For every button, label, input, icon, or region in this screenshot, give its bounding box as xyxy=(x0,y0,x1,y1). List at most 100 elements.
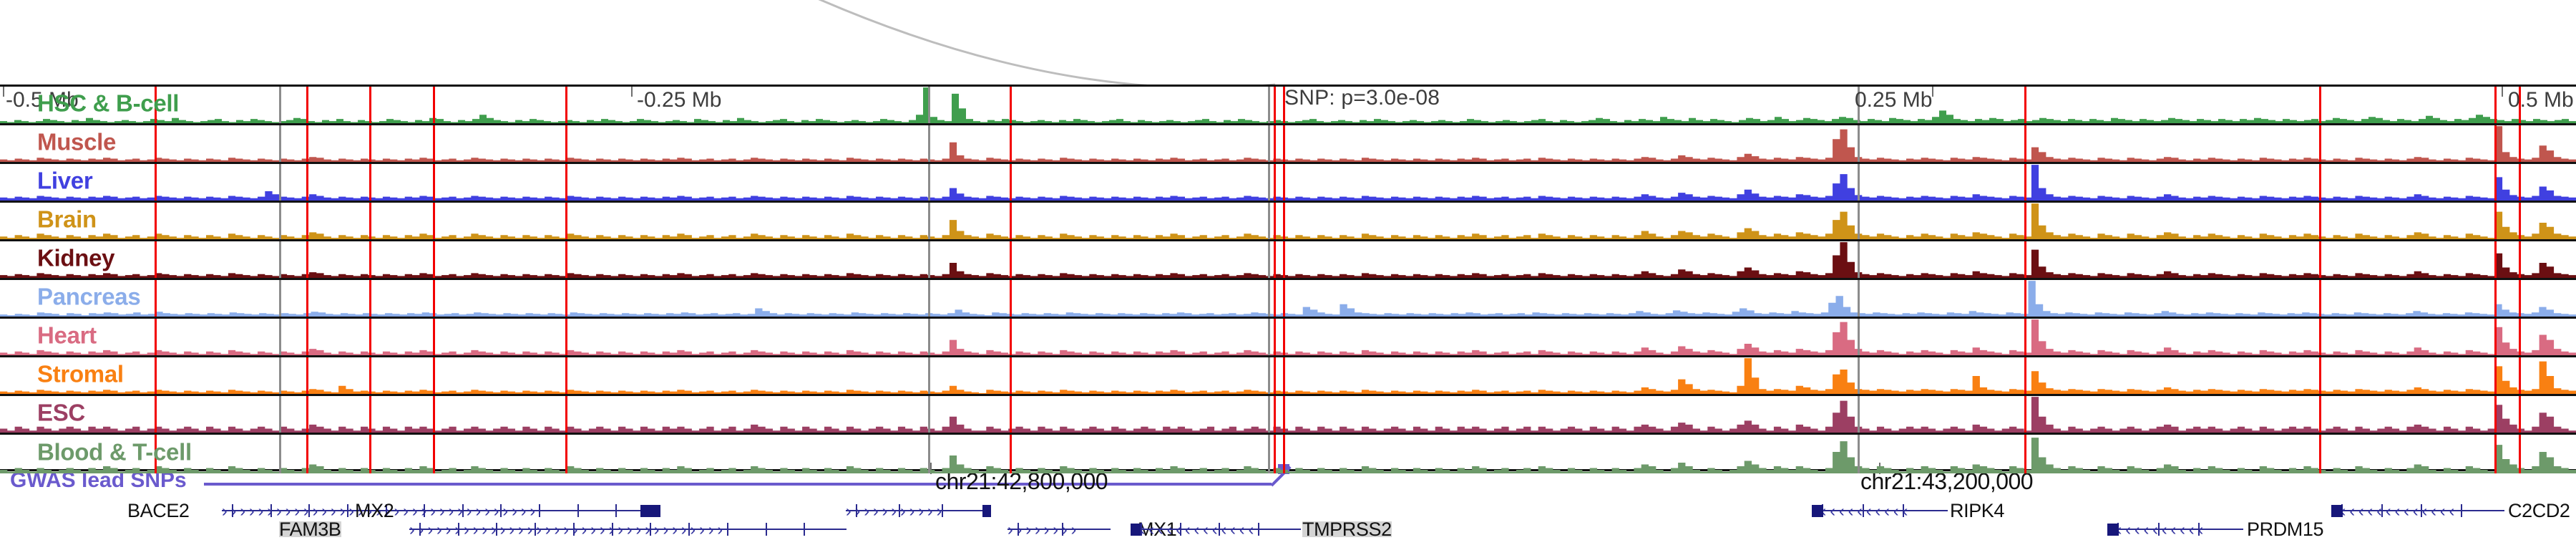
gwas-snp-highlight-line xyxy=(1010,203,1012,239)
gene-strand-arrows: ‹‹‹‹‹‹‹‹‹‹‹ xyxy=(2107,521,2207,537)
grey-highlight-line xyxy=(928,435,930,473)
gwas-snp-highlight-line xyxy=(306,396,308,433)
gene-terminal-exon xyxy=(2107,524,2119,536)
gene-exon-tick xyxy=(1062,523,1063,536)
gwas-snp-highlight-line xyxy=(369,280,371,317)
gwas-snp-highlight-line xyxy=(2024,319,2026,355)
grey-highlight-line xyxy=(928,125,930,162)
axis-label-2: 0.25 Mb xyxy=(1855,88,1933,112)
gene-label-bace2[interactable]: BACE2 xyxy=(127,500,190,521)
gene-body-line xyxy=(1131,529,1301,530)
signal-area-0 xyxy=(0,87,2576,123)
gwas-snp-highlight-line xyxy=(155,125,157,162)
signal-area-8 xyxy=(0,397,2576,433)
signal-track-kidney[interactable]: Kidney xyxy=(0,241,2576,280)
gwas-snp-highlight-line xyxy=(1274,125,1276,162)
gene-model-c2cd2[interactable]: ‹‹‹‹‹‹‹‹‹‹‹‹‹‹ C2CD2 xyxy=(0,500,2576,521)
gene-exon-tick xyxy=(1219,523,1220,536)
gene-strand-arrows: ››››››››››››››››››››››››››››››››››› xyxy=(409,521,727,537)
signal-track-esc[interactable]: ESC xyxy=(0,396,2576,435)
gwas-snp-highlight-line xyxy=(2319,164,2321,201)
gwas-snp-highlight-line xyxy=(2024,164,2026,201)
gwas-snp-highlight-line xyxy=(2494,319,2497,355)
signal-track-brain[interactable]: Brain xyxy=(0,203,2576,241)
gene-label-fam3b[interactable]: FAM3B xyxy=(279,519,341,540)
gwas-snp-highlight-line xyxy=(1283,87,1285,123)
track-label-5: Pancreas xyxy=(37,283,141,310)
gene-model-mx2[interactable]: ››››››››››› MX2 xyxy=(0,500,2576,521)
gene-model-prdm15[interactable]: ‹‹‹‹‹‹‹‹‹‹‹ PRDM15 xyxy=(0,519,2576,540)
gwas-snp-highlight-line xyxy=(1283,435,1285,473)
gene-label-prdm15[interactable]: PRDM15 xyxy=(2247,519,2324,540)
signal-area-path xyxy=(0,397,2576,433)
gwas-snp-highlight-line xyxy=(306,164,308,201)
track-label-0: HSC & B-cell xyxy=(37,90,180,117)
gwas-snp-highlight-line xyxy=(433,125,435,162)
signal-area-9 xyxy=(0,438,2576,473)
signal-track-heart[interactable]: Heart xyxy=(0,319,2576,357)
gene-exon-tick xyxy=(232,504,233,517)
gwas-snp-highlight-line xyxy=(306,241,308,278)
gene-exon-tick xyxy=(856,504,857,517)
gwas-snp-highlight-line xyxy=(369,87,371,123)
gwas-snp-highlight-line xyxy=(565,319,567,355)
gene-strand-arrows: ›››››››› xyxy=(1008,521,1080,537)
axis-tick-3 xyxy=(2502,87,2503,97)
signal-area-path xyxy=(0,165,2576,201)
gwas-snp-highlight-line xyxy=(565,396,567,433)
gene-label-mx2[interactable]: MX2 xyxy=(355,500,394,521)
signal-track-stromal[interactable]: Stromal xyxy=(0,357,2576,396)
gwas-snp-highlight-line xyxy=(2519,280,2521,317)
gene-terminal-exon xyxy=(2331,505,2343,517)
gwas-snp-highlight-line xyxy=(155,357,157,394)
grey-highlight-line xyxy=(279,164,281,201)
gwas-snp-highlight-line xyxy=(2024,357,2026,394)
signal-track-muscle[interactable]: Muscle xyxy=(0,125,2576,164)
gwas-snp-highlight-line xyxy=(2519,357,2521,394)
gene-body-line xyxy=(1008,529,1111,530)
gene-terminal-exon xyxy=(640,505,660,517)
gwas-snp-highlight-line xyxy=(2494,203,2497,239)
gene-model-tmprss2[interactable]: ‹‹‹‹‹‹‹‹‹‹‹‹‹‹ TMPRSS2 xyxy=(0,519,2576,540)
gwas-snp-highlight-line xyxy=(1274,319,1276,355)
track-label-4: Kidney xyxy=(37,244,115,271)
gene-label-c2cd2[interactable]: C2CD2 xyxy=(2508,500,2570,521)
grey-highlight-line xyxy=(1858,87,1860,123)
track-label-9: Blood & T-cell xyxy=(37,438,192,466)
gwas-snp-highlight-line xyxy=(369,203,371,239)
gwas-snp-highlight-line xyxy=(2519,164,2521,201)
signal-track-blood-t-cell[interactable]: Blood & T-cell xyxy=(0,435,2576,473)
grey-highlight-line xyxy=(1268,241,1270,278)
gene-model-fam3b[interactable]: ››››››››››››››››››››››››››››››››››› FAM3B xyxy=(0,519,2576,540)
gene-model-ripk4[interactable]: ‹‹‹‹‹‹‹‹‹‹‹ RIPK4 xyxy=(0,500,2576,521)
gwas-snp-highlight-line xyxy=(1283,203,1285,239)
signal-track-pancreas[interactable]: Pancreas xyxy=(0,280,2576,319)
gwas-snp-highlight-line xyxy=(565,203,567,239)
gene-label-ripk4[interactable]: RIPK4 xyxy=(1950,500,2005,521)
gwas-snp-highlight-line xyxy=(2519,241,2521,278)
gwas-snp-highlight-line xyxy=(2319,280,2321,317)
gwas-snp-highlight-line xyxy=(155,241,157,278)
signal-area-path xyxy=(0,319,2576,355)
gwas-snp-highlight-line xyxy=(306,357,308,394)
grey-highlight-line xyxy=(279,87,281,123)
gene-body-line xyxy=(2107,529,2243,530)
gwas-snp-highlight-line xyxy=(1283,280,1285,317)
gene-label-tmprss2[interactable]: TMPRSS2 xyxy=(1302,519,1392,540)
gene-model-bace2[interactable]: ››››››››››››››››››››››››››››››››››› BACE2 xyxy=(0,500,2576,521)
signal-track-hsc-b-cell[interactable]: HSC & B-cell -0.5 Mb -0.25 Mb 0.25 Mb 0.5 Mb xyxy=(0,87,2576,125)
track-label-2: Liver xyxy=(37,167,93,194)
gene-strand-arrows: ‹‹‹‹‹‹‹‹‹‹‹‹‹‹ xyxy=(2331,503,2459,519)
gwas-snp-highlight-line xyxy=(433,280,435,317)
gene-exon-tick xyxy=(572,523,575,536)
signal-track-liver[interactable]: Liver xyxy=(0,164,2576,203)
gwas-snp-highlight-line xyxy=(1010,241,1012,278)
gene-exon-tick xyxy=(1257,523,1259,536)
gwas-snp-highlight-line xyxy=(2024,280,2026,317)
gwas-snp-highlight-line xyxy=(2519,87,2521,123)
gene-exon-tick xyxy=(419,523,421,536)
gwas-snp-highlight-line xyxy=(306,87,308,123)
gwas-snp-highlight-line xyxy=(369,357,371,394)
gwas-snp-highlight-line xyxy=(1010,357,1012,394)
